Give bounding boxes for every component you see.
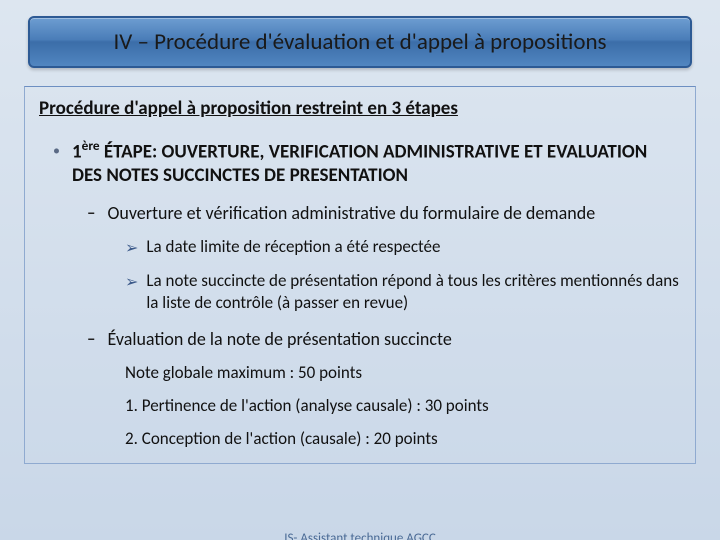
arrow-text-1: La date limite de réception a été respec… [146,236,440,258]
slide-title: IV – Procédure d'évaluation et d'appel à… [38,28,682,56]
content-box: Procédure d'appel à proposition restrein… [24,86,696,464]
arrow-item-1: ➢ La date limite de réception a été resp… [125,236,681,258]
plain-item-1: Note globale maximum : 50 points [125,362,681,383]
bullet-icon: • [53,142,60,159]
dash-text-2: Évaluation de la note de présentation su… [107,328,451,350]
dash-icon: – [87,202,95,223]
footer-text: IS- Assistant technique AGCC [0,531,720,540]
dash-text-1: Ouverture et vérification administrative… [107,202,595,224]
arrow-icon: ➢ [125,272,138,292]
arrow-text-2: La note succincte de présentation répond… [146,270,681,314]
subtitle: Procédure d'appel à proposition restrein… [39,97,681,120]
arrow-icon: ➢ [125,238,138,258]
stage-label: 1ère ÉTAPE: OUVERTURE, VERIFICATION ADMI… [72,138,681,188]
arrow-item-2: ➢ La note succincte de présentation répo… [125,270,681,314]
title-bar: IV – Procédure d'évaluation et d'appel à… [28,16,692,68]
dash-icon: – [87,328,95,349]
stage-bullet: • 1ère ÉTAPE: OUVERTURE, VERIFICATION AD… [53,138,681,188]
dash-item-2: – Évaluation de la note de présentation … [87,328,681,350]
dash-item-1: – Ouverture et vérification administrati… [87,202,681,224]
plain-item-2: 1. Pertinence de l'action (analyse causa… [125,395,681,416]
plain-item-3: 2. Conception de l'action (causale) : 20… [125,428,681,449]
